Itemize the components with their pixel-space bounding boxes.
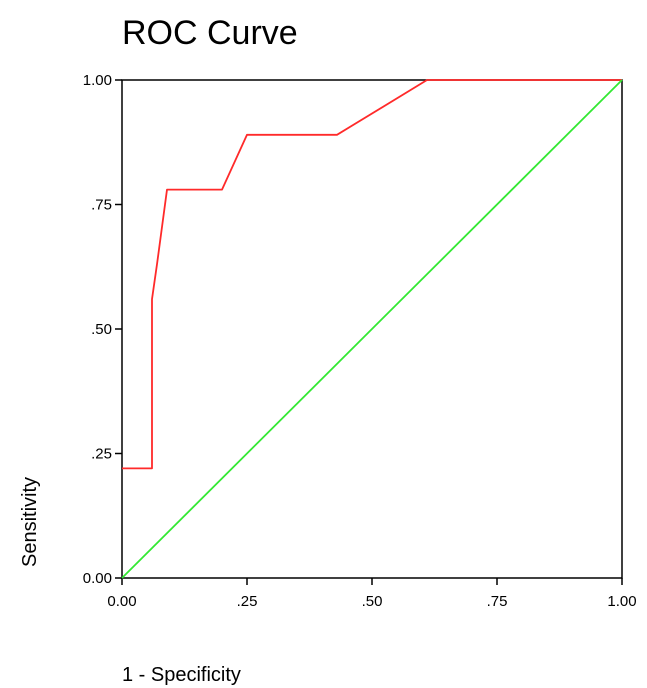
x-tick-label: .25 bbox=[237, 593, 258, 610]
x-tick-label: 1.00 bbox=[607, 593, 636, 610]
y-tick-label: .50 bbox=[91, 321, 112, 338]
reference-diagonal-line bbox=[121, 79, 623, 579]
chart-title: ROC Curve bbox=[122, 14, 298, 52]
x-tick-label: 0.00 bbox=[107, 593, 136, 610]
x-tick-label: .75 bbox=[487, 593, 508, 610]
x-axis-label: 1 - Specificity bbox=[122, 664, 241, 686]
y-tick-label: .25 bbox=[91, 446, 112, 463]
y-tick-label: 0.00 bbox=[83, 570, 112, 587]
y-axis: 0.00 .25 .50 .75 1.00 bbox=[83, 72, 122, 587]
y-tick-label: 1.00 bbox=[83, 72, 112, 89]
x-tick-label: .50 bbox=[362, 593, 383, 610]
x-axis: 0.00 .25 .50 .75 1.00 bbox=[107, 578, 637, 610]
roc-curve-line bbox=[122, 79, 622, 470]
series-layer bbox=[121, 79, 623, 579]
y-tick-label: .75 bbox=[91, 197, 112, 214]
y-axis-label: Sensitivity bbox=[19, 477, 41, 567]
